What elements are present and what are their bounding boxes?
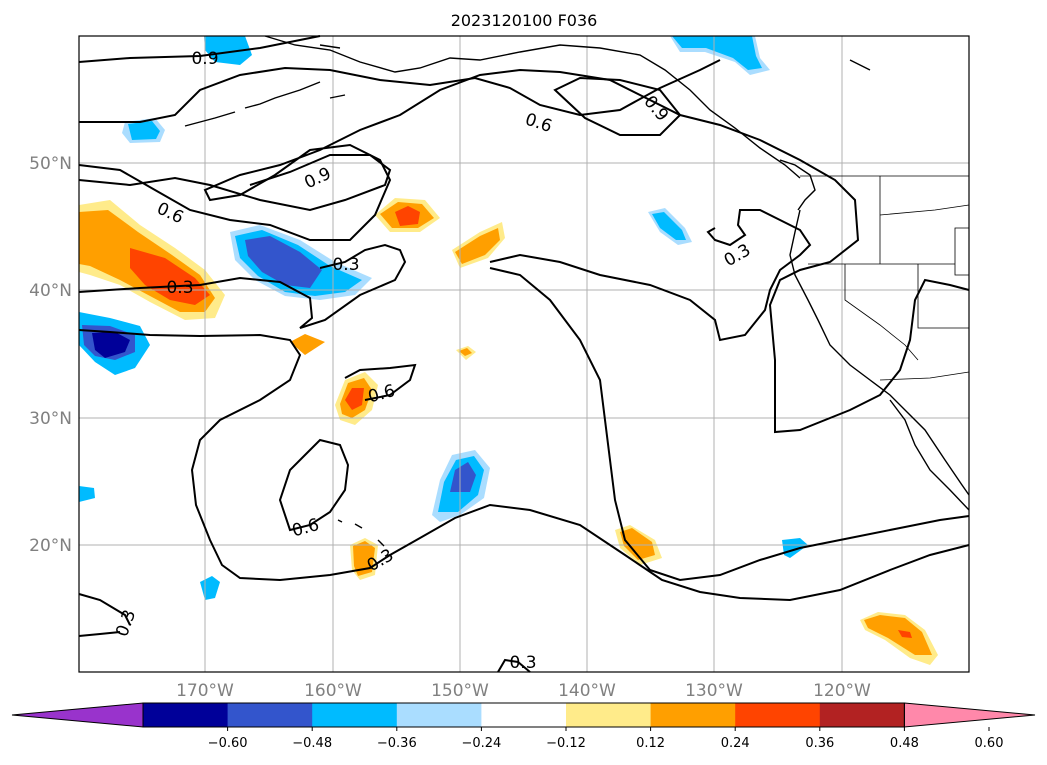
colorbar-tick-label: 0.24	[721, 736, 750, 751]
colorbar-segment	[650, 703, 736, 727]
lon-label: 150°W	[431, 681, 489, 701]
colorbar-tick-label: 0.48	[890, 736, 919, 751]
gridlines	[79, 36, 969, 672]
shaded-fields	[79, 36, 938, 665]
colorbar-segment	[566, 703, 652, 727]
map-frame	[78, 35, 970, 673]
colorbar-segment	[227, 703, 313, 727]
colorbar-tick-label: 0.12	[636, 736, 665, 751]
map-title: 2023120100 F036	[451, 11, 598, 30]
colorbar-tick-label: 0.60	[975, 736, 1004, 751]
colorbar-segment	[312, 703, 398, 727]
lat-label: 40°N	[29, 281, 72, 301]
lon-label: 140°W	[558, 681, 616, 701]
lat-label: 30°N	[29, 409, 72, 429]
colorbar-extend-low	[11, 702, 144, 728]
colorbar-frame	[142, 702, 905, 728]
lon-label: 120°W	[813, 681, 871, 701]
longitude-labels: 170°W 160°W 150°W 140°W 130°W 120°W	[176, 681, 871, 701]
colorbar: −0.60 −0.48 −0.36 −0.24 −0.12 0.12 0.24 0.36 0.4…	[11, 702, 1036, 751]
lon-label: 170°W	[176, 681, 234, 701]
lon-label: 160°W	[304, 681, 362, 701]
colorbar-tick-label: −0.48	[292, 736, 332, 751]
colorbar-segment	[396, 703, 482, 727]
contours	[78, 35, 970, 673]
colorbar-segment	[819, 703, 905, 727]
lat-label: 20°N	[29, 536, 72, 556]
colorbar-tick-label: −0.60	[208, 736, 248, 751]
colorbar-tick-label: −0.24	[461, 736, 501, 751]
colorbar-tick-label: −0.12	[546, 736, 586, 751]
latitude-labels: 50°N 40°N 30°N 20°N	[29, 154, 72, 556]
contour-label: 0.3	[509, 653, 536, 673]
colorbar-extend-high	[903, 702, 1036, 728]
contour-label: 0.3	[166, 278, 193, 298]
lat-label: 50°N	[29, 154, 72, 174]
map-panel: 0.9 0.6 0.9 0.6 0.9 0.3 0.3 0.3 0.6 0.6 …	[78, 35, 970, 673]
lon-label: 130°W	[685, 681, 743, 701]
colorbar-tick-label: 0.36	[805, 736, 834, 751]
colorbar-segment	[735, 703, 821, 727]
colorbar-segment	[481, 703, 567, 727]
contour-label: 0.9	[191, 49, 218, 69]
colorbar-tick-label: −0.36	[377, 736, 417, 751]
colorbar-segment	[143, 703, 229, 727]
contour-label: 0.3	[332, 255, 359, 275]
